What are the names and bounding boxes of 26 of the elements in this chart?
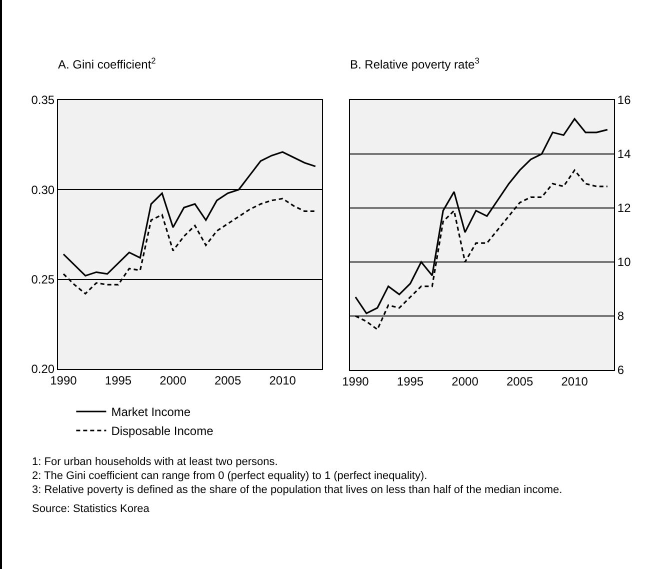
y-tick-label: 0.35 [31, 93, 55, 108]
x-tick-label: 2005 [214, 373, 242, 388]
text: 2: The Gini coefficient can range from 0 (perfect equality) to 1 (perfect inequality). [32, 469, 428, 483]
y-tick-label: 16 [617, 93, 632, 108]
x-tick-label: 1990 [342, 374, 370, 388]
x-tick-label: 2000 [452, 374, 479, 388]
x-tick-label: 2010 [269, 373, 296, 388]
x-tick-label: 1995 [104, 373, 132, 388]
y-tick-label: 12 [617, 201, 632, 216]
y-tick-label: 6 [617, 363, 624, 378]
y-tick-label: 8 [617, 309, 624, 324]
x-tick-label: 2000 [160, 373, 187, 388]
chart-title: A. Gini coefficient$^{2}$ [58, 55, 156, 72]
legend-label: Disposable Income [111, 424, 214, 438]
text: 3: Relative poverty is defined as the share of the population that lives on less than half of the median income. [32, 483, 564, 497]
y-tick-label: 10 [617, 255, 632, 270]
x-tick-label: 1995 [396, 374, 424, 388]
y-tick-label: 0.25 [31, 272, 55, 287]
source-note: Source: Statistics Korea [32, 502, 150, 516]
y-tick-label: 14 [617, 147, 632, 162]
y-tick-label: 0.30 [31, 182, 55, 197]
x-tick-label: 2010 [561, 374, 588, 388]
legend-label: Market Income [111, 405, 191, 420]
x-tick-label: 2005 [506, 374, 534, 388]
text: 1: For urban households with at least two persons. [32, 455, 279, 469]
chart-title: B. Relative poverty rate$^{3}$ [350, 55, 480, 72]
